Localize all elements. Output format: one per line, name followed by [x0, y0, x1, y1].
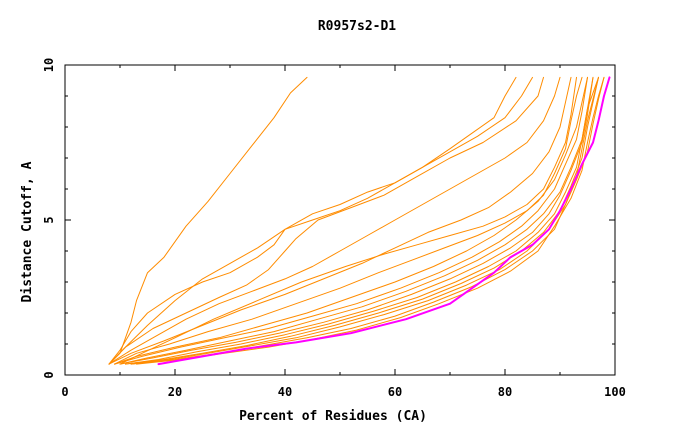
series-line-model-11 — [119, 76, 594, 365]
x-tick-label-0: 0 — [61, 385, 68, 399]
series-line-model-02 — [108, 76, 533, 365]
series-line-highlight — [157, 76, 611, 366]
y-tick-label-5: 5 — [42, 216, 56, 223]
y-tick-label-0: 0 — [42, 371, 56, 378]
series-line-model-03 — [108, 76, 517, 365]
axis-ticks: 0 20 40 60 80 100 0 5 10 — [42, 58, 626, 399]
series-line-model-14 — [130, 76, 599, 365]
series-line-model-16 — [136, 76, 605, 365]
series-group — [108, 76, 611, 366]
x-tick-label-100: 100 — [604, 385, 626, 399]
series-line-model-13 — [125, 76, 599, 365]
y-axis-label: Distance Cutoff, A — [20, 161, 35, 302]
x-tick-label-20: 20 — [168, 385, 182, 399]
series-line-model-07 — [114, 76, 583, 365]
x-tick-label-40: 40 — [278, 385, 292, 399]
x-tick-label-80: 80 — [498, 385, 512, 399]
chart-title: R0957s2-D1 — [318, 19, 396, 34]
series-line-model-12 — [125, 76, 599, 365]
series-line-model-15 — [130, 76, 605, 365]
series-line-model-04 — [108, 76, 544, 365]
series-line-model-05 — [108, 76, 561, 365]
series-line-model-01 — [108, 76, 308, 365]
series-line-model-09 — [114, 76, 588, 365]
series-line-model-17 — [119, 76, 577, 365]
y-tick-label-10: 10 — [42, 58, 56, 72]
series-line-model-10 — [119, 76, 594, 365]
plot-frame — [64, 64, 616, 376]
series-line-model-08 — [114, 76, 588, 365]
x-axis-label: Percent of Residues (CA) — [239, 409, 427, 424]
x-tick-label-60: 60 — [388, 385, 402, 399]
